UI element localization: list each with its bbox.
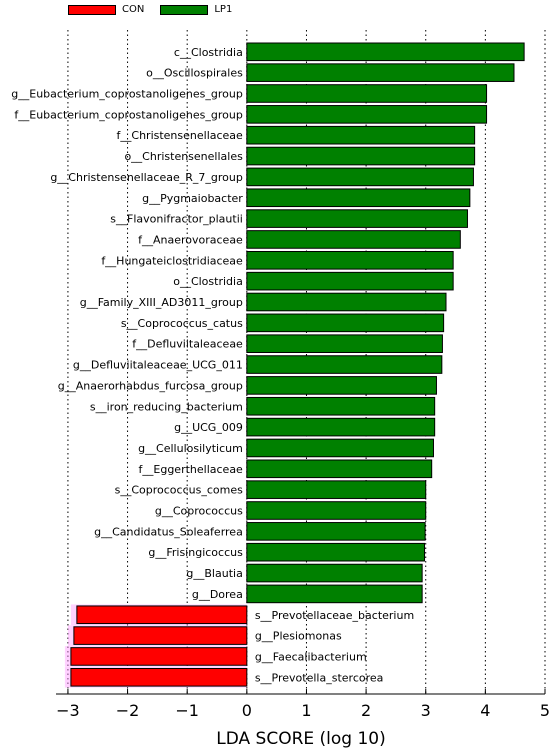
bar-label: o__Oscillospirales <box>146 67 243 80</box>
x-tick-label: 4 <box>480 701 490 720</box>
bar <box>246 584 423 604</box>
bar <box>246 522 426 541</box>
bar-label: g__Anaerorhabdus_furcosa_group <box>58 379 243 392</box>
bar-label: s__Flavonifractor_plautii <box>110 213 243 226</box>
bar <box>246 292 447 312</box>
bar <box>246 376 437 395</box>
bar-label: g__Dorea <box>192 588 243 601</box>
bar <box>246 438 434 458</box>
bar-label: g__Cellulosilyticum <box>138 442 243 455</box>
bar-label: g__Family_XIII_AD3011_group <box>80 296 243 309</box>
legend-label-lp1: LP1 <box>214 4 233 15</box>
bar-label: s__Prevotella_stercorea <box>255 671 384 684</box>
bar <box>246 42 525 62</box>
bar <box>246 563 423 583</box>
bar <box>246 417 436 437</box>
bar <box>246 63 515 82</box>
bar-label: s__Coprococcus_comes <box>115 484 243 497</box>
bar <box>246 146 476 166</box>
x-tick-label: 0 <box>242 701 252 720</box>
bar <box>70 647 248 666</box>
legend: CON LP1 <box>68 4 248 15</box>
bar-label: g__Eubacterium_coprostanoligenes_group <box>11 88 243 101</box>
x-axis-label: LDA SCORE (log 10) <box>216 729 386 749</box>
bar-label: s__Coprococcus_catus <box>121 317 243 330</box>
bar <box>76 605 248 625</box>
bar <box>246 167 474 187</box>
bar <box>70 668 248 687</box>
bar-label: g__Blautia <box>186 567 242 580</box>
bar-label: f__Defluviitaleaceae <box>132 338 243 351</box>
bar <box>246 355 443 374</box>
bar <box>246 480 427 499</box>
bar-label: s__Prevotellaceae_bacterium <box>255 609 414 622</box>
bar <box>246 209 468 228</box>
bar-label: g__Coprococcus <box>155 505 243 518</box>
bar <box>246 542 426 562</box>
bar-label: f__Hungateiclostridiaceae <box>101 254 243 267</box>
bar-label: c__Clostridia <box>174 46 243 59</box>
bar-label: g__Frisingicoccus <box>148 546 243 559</box>
legend-swatch-lp1 <box>160 4 209 15</box>
bar-label: g__Defluviitaleaceae_UCG_011 <box>73 359 243 372</box>
x-tick-label: 1 <box>301 701 311 720</box>
bar-label: s__iron_reducing_bacterium <box>90 400 243 413</box>
bar <box>73 626 248 645</box>
bar <box>246 501 427 520</box>
bar-label: g__Candidatus_Soleaferrea <box>94 525 243 538</box>
bar <box>246 271 454 291</box>
legend-item-con: CON <box>68 4 144 15</box>
bar-label: o__Clostridia <box>173 275 243 288</box>
bar-label: g__Faecalibacterium <box>255 650 367 663</box>
bar <box>246 105 488 124</box>
x-tick-label: 2 <box>361 701 371 720</box>
bar <box>246 313 445 333</box>
legend-item-lp1: LP1 <box>160 4 232 15</box>
bar <box>246 84 488 103</box>
x-tick-label: 3 <box>421 701 431 720</box>
bar-label: g__Christensenellaceae_R_7_group <box>50 171 243 184</box>
bar <box>246 396 436 416</box>
bar-label: f__Eggerthellaceae <box>139 463 244 476</box>
bar <box>246 459 433 479</box>
bar <box>246 251 454 270</box>
x-tick-label: 5 <box>540 701 550 720</box>
bar-label: f__Anaerovoraceae <box>138 233 243 246</box>
x-tick-label: −1 <box>175 701 199 720</box>
bar-label: g__Pygmaiobacter <box>142 192 243 205</box>
bar <box>246 230 461 249</box>
bar-label: f__Eubacterium_coprostanoligenes_group <box>14 108 242 121</box>
bar-label: g__Plesiomonas <box>255 630 342 643</box>
legend-swatch-con <box>68 4 116 15</box>
x-tick-label: −3 <box>56 701 80 720</box>
bar-label: o__Christensenellales <box>124 150 243 163</box>
bar <box>246 125 476 145</box>
bar <box>246 188 471 208</box>
bar-label: g__UCG_009 <box>174 421 243 434</box>
x-tick-label: −2 <box>116 701 140 720</box>
bar-label: f__Christensenellaceae <box>117 129 244 142</box>
legend-label-con: CON <box>122 4 145 15</box>
bar <box>246 334 443 353</box>
